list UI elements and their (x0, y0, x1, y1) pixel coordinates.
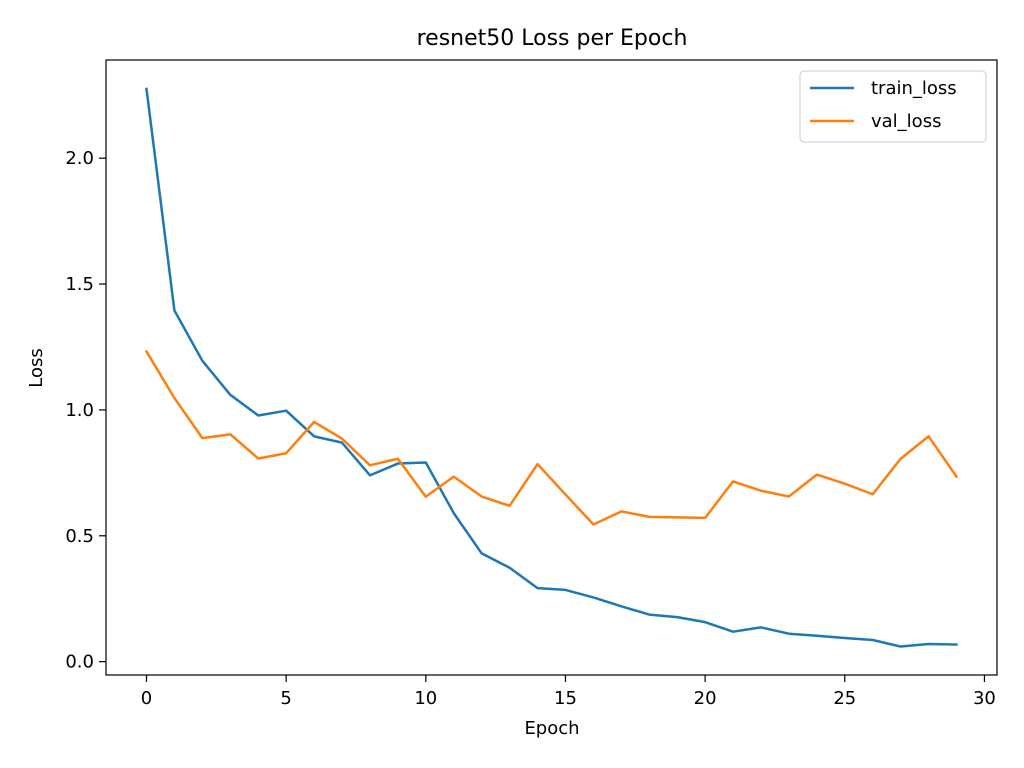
x-tick-label: 25 (833, 688, 856, 709)
series-line-val-loss (144, 349, 959, 526)
legend-label-train-loss: train_loss (871, 78, 957, 99)
x-axis-ticks: 0 5 10 15 20 25 30 (141, 675, 996, 709)
x-tick-label: 20 (694, 688, 717, 709)
y-tick-label: 2.0 (65, 148, 94, 169)
legend: train_loss val_loss (799, 70, 987, 143)
x-tick-label: 10 (414, 688, 437, 709)
y-tick-label: 1.0 (65, 400, 94, 421)
legend-label-val-loss: val_loss (871, 111, 941, 132)
x-tick-label: 5 (280, 688, 291, 709)
x-tick-label: 15 (554, 688, 577, 709)
y-axis-ticks: 0.0 0.5 1.0 1.5 2.0 (65, 148, 106, 673)
y-tick-label: 0.5 (65, 526, 94, 547)
x-tick-label: 30 (973, 688, 996, 709)
plot-area (106, 60, 997, 675)
x-axis-label: Epoch (524, 718, 579, 739)
y-tick-label: 0.0 (65, 652, 94, 673)
y-axis-label: Loss (26, 348, 47, 387)
series-layer (144, 87, 959, 648)
chart-title: resnet50 Loss per Epoch (417, 26, 688, 51)
plot-frame (105, 59, 998, 676)
y-tick-label: 1.5 (65, 274, 94, 295)
x-tick-label: 0 (141, 688, 152, 709)
series-line-train-loss (145, 87, 958, 648)
